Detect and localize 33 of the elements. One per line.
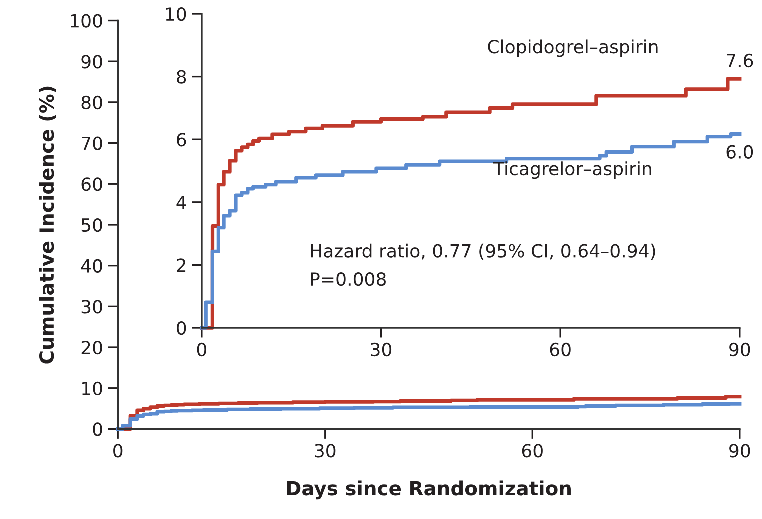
y-tick-label: 2 <box>177 258 186 272</box>
x-tick-label: 60 <box>522 444 543 458</box>
x-tick-label: 60 <box>550 342 571 357</box>
y-tick-label: 70 <box>82 136 102 150</box>
y-tick-label: 4 <box>176 196 186 210</box>
y-tick-label: 50 <box>82 218 102 232</box>
y-tick-label: 10 <box>82 382 102 396</box>
x-axis-title: Days since Randomization <box>287 480 571 500</box>
y-tick-label: 40 <box>81 259 102 273</box>
y-tick-label: 0 <box>93 422 102 436</box>
y-tick-label: 90 <box>82 55 102 69</box>
x-tick-label: 90 <box>730 342 750 357</box>
x-tick-label: 0 <box>197 342 206 357</box>
y-tick-label: 8 <box>177 70 186 84</box>
annotation: 7.6 <box>727 54 754 68</box>
annotation: Hazard ratio, 0.77 (95% CI, 0.64–0.94) <box>311 244 656 260</box>
y-tick-label: 60 <box>82 178 102 192</box>
y-tick-label: 80 <box>82 96 102 110</box>
y-tick-label: 100 <box>71 14 102 28</box>
x-tick-label: 0 <box>114 444 123 458</box>
y-tick-label: 0 <box>177 321 186 336</box>
text: Clopidogrel–aspirin <box>488 40 658 58</box>
y-tick-label: 30 <box>82 300 102 314</box>
series-label: Ticagrelor–aspirin <box>493 162 652 180</box>
y-tick-label: 6 <box>177 133 186 147</box>
y-axis-title: Cumulative Incidence (%) <box>39 86 56 364</box>
x-tick-label: 90 <box>730 444 750 458</box>
y-tick-label: 10 <box>166 7 186 22</box>
x-tick-label: 30 <box>371 342 392 357</box>
x-tick-label: 30 <box>315 444 336 458</box>
y-tick-label: 20 <box>82 340 102 355</box>
annotation: 6.0 <box>726 145 754 159</box>
annotation: P=0.008 <box>311 272 386 286</box>
